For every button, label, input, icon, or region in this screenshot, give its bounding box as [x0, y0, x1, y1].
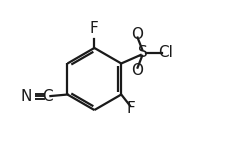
Text: S: S: [137, 45, 147, 60]
Text: O: O: [130, 63, 142, 78]
Text: F: F: [90, 21, 98, 36]
Text: N: N: [20, 89, 32, 104]
Text: C: C: [42, 89, 52, 104]
Text: F: F: [126, 101, 135, 116]
Text: Cl: Cl: [157, 45, 172, 60]
Text: O: O: [130, 27, 142, 42]
